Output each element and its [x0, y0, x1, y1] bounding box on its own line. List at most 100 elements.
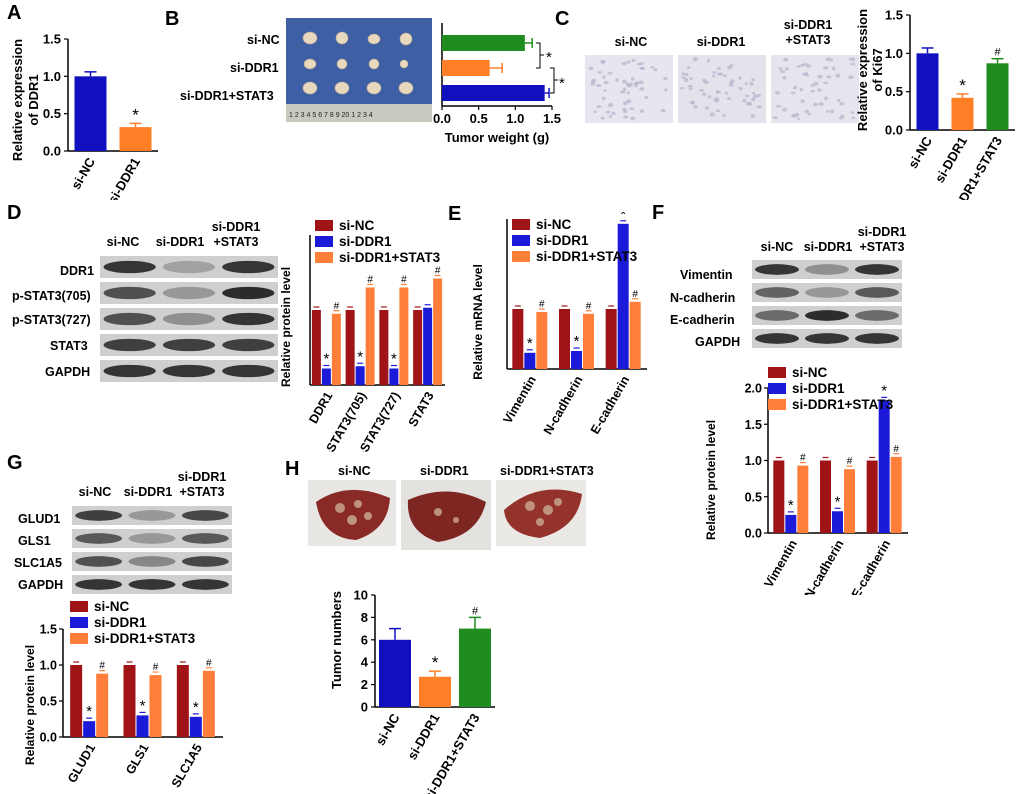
chartC-xtick-label-1: si-DDR1 [932, 134, 970, 185]
blotG-band-2-2 [181, 556, 229, 567]
ihc-cell-1-31 [681, 76, 686, 79]
f-blot-label-3: E-cadherin [670, 313, 735, 327]
blotF-band-3-0 [755, 333, 799, 344]
ihc-cell-0-41 [639, 87, 645, 91]
g-col-label-3-top: si-DDR1 [177, 470, 227, 484]
ihc-cell-1-40 [751, 97, 756, 102]
blotD-band-3-0 [103, 338, 156, 352]
ihc-cell-0-50 [603, 89, 607, 92]
ihc-cell-2-26 [778, 66, 783, 71]
ihc-cell-1-39 [704, 106, 710, 110]
blotG-band-0-2 [181, 510, 229, 521]
f-blot-label-2: N-cadherin [670, 291, 736, 305]
chart-a: Relative expression of DDR1 0.0 0.5 1.0 1.5… [10, 32, 158, 200]
chartF-bar-0-2 [797, 465, 809, 533]
chartG-mark-2-2: # [206, 658, 212, 669]
chartG-xtick-label-1: GLS1 [123, 741, 151, 776]
blotF-band-3-2 [855, 333, 899, 344]
chartD-xtick-label-0: DDR1 [306, 389, 335, 426]
ihc-cell-0-51 [664, 88, 668, 92]
chartG-legend-swatch-1 [70, 617, 88, 628]
chartD-legend-label-0: si-NC [339, 218, 375, 233]
b-row-label-3: si-DDR1+STAT3 [180, 89, 274, 103]
chartE-mark-0-2: # [539, 299, 545, 310]
chart-e: Relative mRNA level * # Vimentin * # N-cadher… [471, 212, 647, 437]
chartF-ytick-label-1: 0.5 [745, 490, 762, 504]
chartF-bar-1-0 [820, 460, 831, 533]
chartE-mark-1-2: # [586, 301, 592, 312]
chart-f-ylabel: Relative protein level [704, 420, 718, 540]
ihc-cell-0-11 [605, 110, 611, 114]
ihc-cell-1-47 [738, 76, 742, 80]
ihc-cell-0-19 [660, 108, 666, 113]
chartD-bar-1-2 [365, 287, 375, 385]
ihc-cell-0-37 [593, 110, 597, 114]
ihc-cell-2-32 [830, 109, 835, 114]
ihc-cell-1-18 [709, 112, 715, 117]
chartG-legend-label-0: si-NC [94, 599, 130, 614]
chartF-xtick-label-1: N-cadherin [802, 538, 847, 596]
g-col-label-3: si-DDR1 +STAT3 [172, 470, 232, 500]
blotG-band-1-2 [181, 533, 229, 544]
ihc-cell-2-44 [816, 88, 822, 92]
d-col-label-1: si-NC [106, 235, 140, 249]
chartD-bar-3-2 [433, 278, 443, 385]
ihc-cell-1-38 [689, 77, 693, 81]
ihc-cell-0-35 [623, 101, 628, 106]
ihc-cell-2-6 [796, 117, 801, 121]
d-blot-label-5: GAPDH [45, 365, 91, 379]
f-blot-label-4: GAPDH [695, 335, 741, 349]
chartA-ytick-label-1: 0.5 [43, 106, 61, 121]
ihc-cell-1-19 [715, 109, 721, 113]
blotF-lane-bg-0 [752, 260, 902, 279]
ihc-cell-0-29 [629, 107, 635, 111]
ihc-cell-1-20 [751, 78, 755, 82]
ihc-cell-2-38 [780, 70, 786, 74]
ihc-cell-2-13 [850, 111, 855, 114]
ihc-cell-1-22 [744, 94, 750, 98]
ihc-cell-1-41 [716, 72, 722, 76]
ihc-cell-2-21 [775, 104, 782, 108]
ihc-cell-2-25 [799, 63, 805, 67]
ihc-cell-2-31 [824, 96, 828, 101]
ihc-cell-0-42 [623, 115, 629, 119]
ihc-cell-1-46 [712, 74, 716, 78]
blotD-band-1-2 [222, 286, 275, 300]
chartG-xtick-label-2: SLC1A5 [169, 741, 205, 790]
chartE-mark-2-1: * [620, 212, 626, 223]
blotD-band-0-2 [222, 260, 275, 274]
blotG-band-2-1 [128, 556, 176, 567]
chartB-mark-1: * [559, 75, 565, 92]
chartG-bar-0-0 [70, 665, 83, 737]
chart-c-ylabel-1: Relative expression [855, 9, 870, 131]
ihc-cell-1-14 [756, 94, 761, 98]
ihc-cell-0-13 [597, 71, 603, 74]
chartG-legend-label-1: si-DDR1 [94, 615, 147, 630]
chartC-xtick-label-0: si-NC [905, 133, 935, 170]
chartF-bar-2-0 [866, 460, 878, 533]
chartE-xtick-label-2: E-cadherin [588, 374, 632, 437]
c-col-label-3-bottom: +STAT3 [785, 33, 831, 47]
chartF-legend-label-1: si-DDR1 [792, 381, 845, 396]
ihc-cell-1-51 [703, 80, 709, 84]
ihc-cell-2-49 [850, 62, 856, 66]
ihc-cell-0-1 [622, 87, 627, 92]
ihc-cell-1-0 [751, 91, 756, 95]
chart-d: Relative protein level *#DDR1*#p-STAT3(7… [279, 218, 445, 452]
ihc-cell-0-54 [653, 68, 658, 72]
chartB-bracket-1 [536, 42, 544, 69]
chartH-mark-1: * [432, 653, 439, 672]
chartE-mark-1-1: * [574, 333, 580, 350]
h-col-label-2: si-DDR1 [420, 464, 469, 478]
chartF-mark-2-1: * [881, 382, 887, 399]
ihc-cell-1-35 [684, 72, 689, 77]
ihc-cell-2-53 [836, 98, 841, 103]
chartD-mark-1-1: * [357, 348, 363, 365]
ihc-cell-1-7 [738, 86, 743, 91]
ihc-cell-2-28 [840, 114, 845, 118]
d-blot-label-1: DDR1 [60, 264, 95, 278]
ihc-cell-2-3 [823, 81, 829, 85]
blotF-lane-bg-1 [752, 283, 902, 302]
chartH-ytick-label-4: 8 [361, 610, 368, 625]
blotG-band-3-0 [75, 579, 123, 590]
